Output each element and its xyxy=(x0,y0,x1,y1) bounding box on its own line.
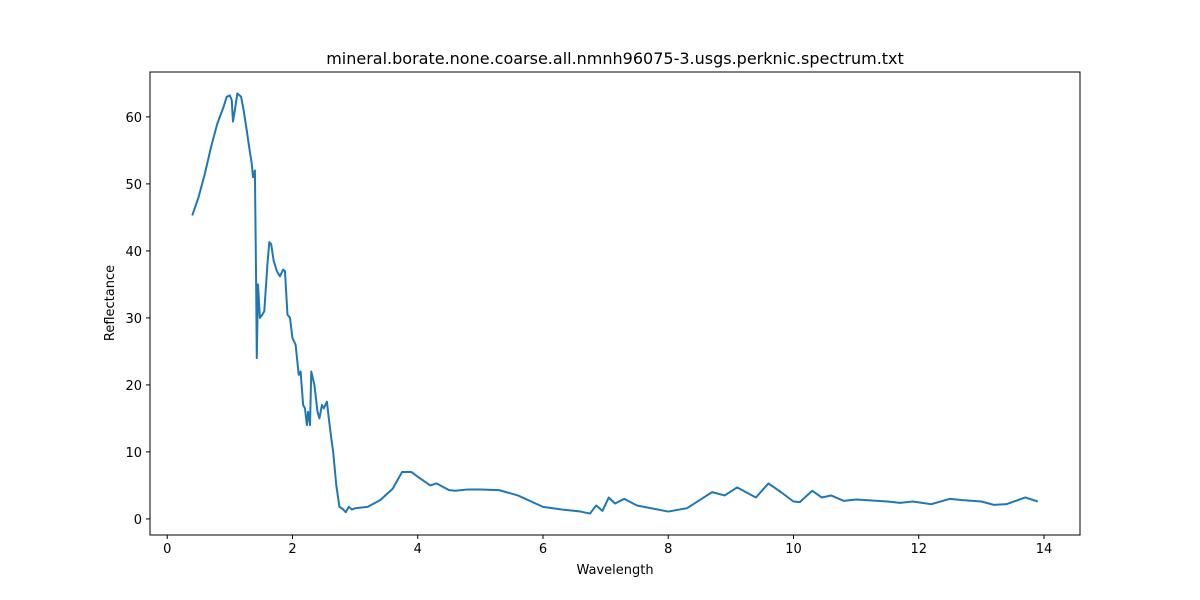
x-tick-label: 10 xyxy=(785,542,802,557)
x-tick-label: 12 xyxy=(910,542,927,557)
x-axis-label: Wavelength xyxy=(576,563,653,578)
x-tick-label: 8 xyxy=(664,542,672,557)
y-tick-label: 40 xyxy=(125,245,142,260)
x-tick-label: 2 xyxy=(288,542,296,557)
chart-title: mineral.borate.none.coarse.all.nmnh96075… xyxy=(326,49,904,68)
y-tick-label: 30 xyxy=(125,312,142,327)
x-tick-label: 6 xyxy=(539,542,547,557)
plot-frame xyxy=(149,71,1081,536)
x-tick-label: 4 xyxy=(414,542,422,557)
y-axis-label: Reflectance xyxy=(103,265,118,341)
x-tick-label: 14 xyxy=(1036,542,1053,557)
y-tick-label: 50 xyxy=(125,178,142,193)
data-line xyxy=(191,92,1039,515)
x-tick-label: 0 xyxy=(163,542,171,557)
y-tick-label: 10 xyxy=(125,446,142,461)
y-tick-label: 0 xyxy=(134,513,142,528)
y-tick-label: 60 xyxy=(125,111,142,126)
y-tick-label: 20 xyxy=(125,379,142,394)
